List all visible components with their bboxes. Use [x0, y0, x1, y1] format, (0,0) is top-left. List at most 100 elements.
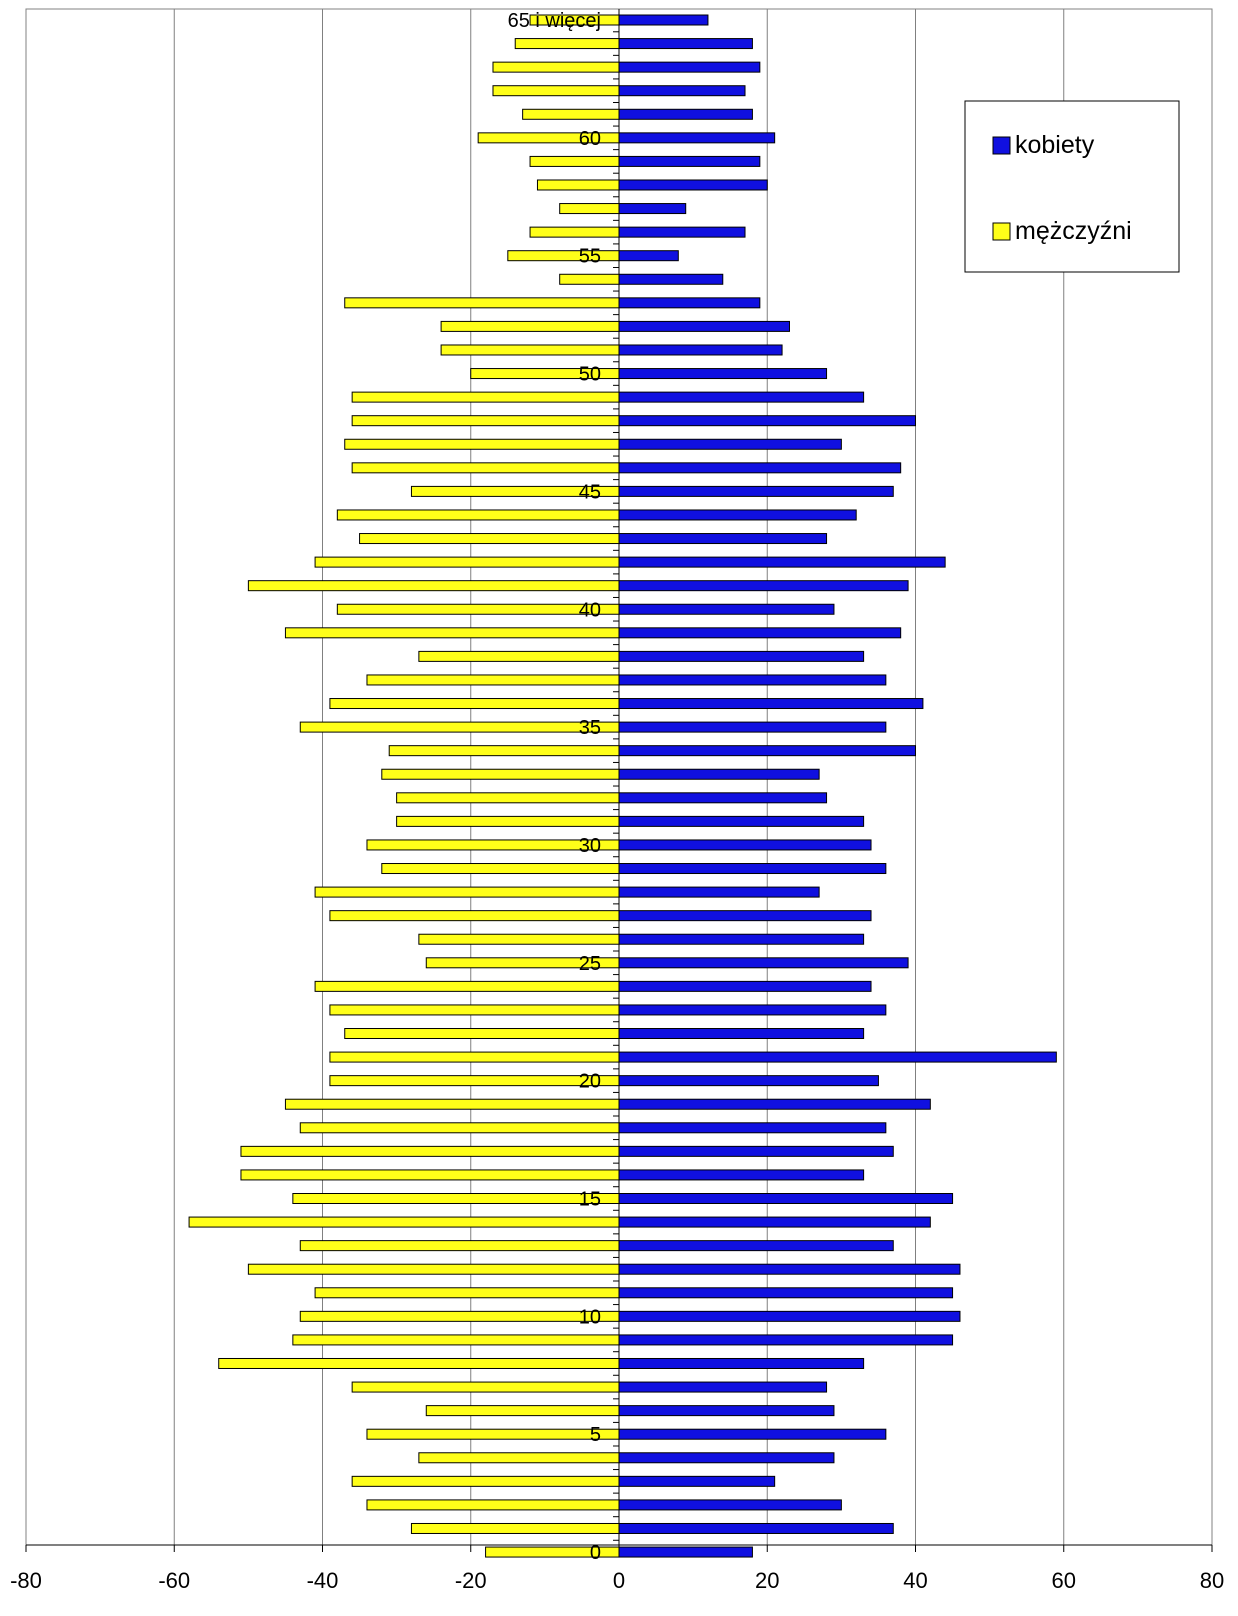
bar-mezczyzni: [396, 792, 620, 804]
bar-kobiety: [618, 155, 761, 167]
y-axis-label: 60: [579, 128, 601, 150]
bar-mezczyzni: [344, 297, 620, 309]
bar-kobiety: [618, 1452, 835, 1464]
bar-kobiety: [618, 1028, 865, 1040]
bar-kobiety: [618, 533, 828, 545]
y-axis-label: 0: [590, 1542, 601, 1564]
bar-mezczyzni: [314, 886, 620, 898]
bar-kobiety: [618, 1334, 954, 1346]
y-axis-label: 40: [579, 599, 601, 621]
bar-mezczyzni: [344, 1028, 620, 1040]
bar-mezczyzni: [492, 61, 620, 73]
bar-kobiety: [618, 1098, 931, 1110]
bar-mezczyzni: [529, 226, 620, 238]
bar-mezczyzni: [559, 273, 620, 285]
bar-mezczyzni: [299, 1122, 620, 1134]
bar-kobiety: [618, 1240, 894, 1252]
bar-mezczyzni: [351, 415, 620, 427]
bar-kobiety: [618, 273, 724, 285]
bar-mezczyzni: [440, 344, 620, 356]
bar-kobiety: [618, 179, 768, 191]
bar-kobiety: [618, 650, 865, 662]
bar-kobiety: [618, 61, 761, 73]
bar-kobiety: [618, 1522, 894, 1534]
bar-kobiety: [618, 250, 679, 262]
bar-mezczyzni: [418, 650, 620, 662]
bar-kobiety: [618, 768, 820, 780]
bar-kobiety: [618, 1499, 842, 1511]
bar-kobiety: [618, 1145, 894, 1157]
bar-mezczyzni: [314, 980, 620, 992]
bar-kobiety: [618, 415, 916, 427]
bar-mezczyzni: [351, 1475, 620, 1487]
bar-kobiety: [618, 14, 709, 26]
bar-kobiety: [618, 1193, 954, 1204]
bar-kobiety: [618, 580, 909, 592]
y-axis-label: 35: [579, 717, 601, 739]
bar-kobiety: [618, 839, 872, 851]
x-tick-label: -20: [455, 1568, 487, 1593]
bar-kobiety: [618, 863, 887, 875]
bar-kobiety: [618, 391, 865, 403]
bar-mezczyzni: [485, 1546, 620, 1558]
x-tick-label: -40: [307, 1568, 339, 1593]
bar-kobiety: [618, 980, 872, 992]
bar-kobiety: [618, 1310, 961, 1322]
axes: [25, 9, 1213, 1552]
bar-mezczyzni: [240, 1145, 620, 1157]
bar-kobiety: [618, 1122, 887, 1134]
bar-kobiety: [618, 792, 828, 804]
bar-mezczyzni: [381, 863, 620, 875]
bar-kobiety: [618, 485, 894, 497]
bar-kobiety: [618, 226, 746, 238]
bar-mezczyzni: [366, 1428, 620, 1440]
bar-mezczyzni: [351, 391, 620, 403]
bar-mezczyzni: [344, 438, 620, 450]
bar-kobiety: [618, 132, 776, 144]
legend-swatch: [992, 222, 1011, 241]
y-axis-label: 30: [579, 835, 601, 857]
bar-kobiety: [618, 627, 902, 639]
bar-kobiety: [618, 108, 753, 120]
y-axis-label: 25: [579, 953, 601, 975]
bar-kobiety: [618, 745, 916, 757]
bar-kobiety: [618, 721, 887, 733]
bar-kobiety: [618, 556, 946, 568]
bar-kobiety: [618, 1357, 865, 1369]
legend-label: kobiety: [1015, 131, 1095, 159]
bar-mezczyzni: [329, 1004, 620, 1016]
x-tick-label: 80: [1200, 1568, 1224, 1593]
bar-mezczyzni: [425, 1405, 620, 1417]
legend-label: mężczyźni: [1015, 217, 1132, 245]
legend-swatch: [992, 136, 1011, 155]
x-tick-label: -80: [10, 1568, 42, 1593]
bar-mezczyzni: [388, 745, 620, 757]
bar-kobiety: [618, 1546, 753, 1558]
bar-mezczyzni: [329, 1051, 620, 1063]
bar-mezczyzni: [418, 1452, 620, 1464]
bar-kobiety: [618, 85, 746, 97]
bar-mezczyzni: [336, 509, 620, 521]
bar-mezczyzni: [188, 1216, 620, 1228]
bar-kobiety: [618, 1169, 865, 1181]
bar-kobiety: [618, 910, 872, 922]
bar-mezczyzni: [522, 108, 620, 120]
legend-box: [964, 100, 1180, 273]
bar-mezczyzni: [507, 250, 620, 262]
bar-mezczyzni: [329, 910, 620, 922]
y-axis-label: 10: [579, 1306, 601, 1328]
bar-mezczyzni: [314, 556, 620, 568]
bar-kobiety: [618, 203, 687, 215]
bar-mezczyzni: [284, 627, 620, 639]
bar-kobiety: [618, 1075, 879, 1087]
bar-kobiety: [618, 674, 887, 686]
bar-kobiety: [618, 1475, 776, 1487]
x-tick-label: 20: [755, 1568, 779, 1593]
y-axis-label: 65 i więcej: [508, 10, 601, 32]
bar-kobiety: [618, 368, 828, 380]
bar-kobiety: [618, 933, 865, 945]
bar-kobiety: [618, 344, 783, 356]
bar-kobiety: [618, 603, 835, 615]
bar-mezczyzni: [299, 1310, 620, 1322]
